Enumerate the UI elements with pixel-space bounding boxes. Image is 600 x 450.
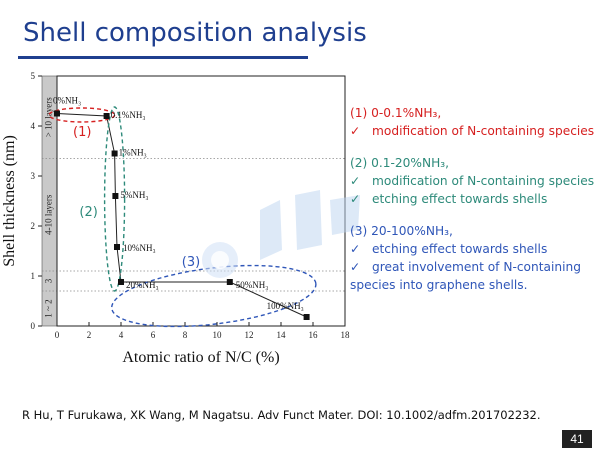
- plot-area: [57, 76, 345, 326]
- citation: R Hu, T Furukawa, XK Wang, M Nagatsu. Ad…: [22, 408, 541, 422]
- note-2-bullet-2: ✓ etching effect towards shells: [350, 190, 600, 208]
- notes-panel: (1) 0-0.1%NH₃, ✓ modification of N-contai…: [350, 104, 600, 308]
- x-tick-label: 16: [309, 330, 319, 340]
- note-1-bullet-1: ✓ modification of N-containing species: [350, 122, 600, 140]
- point-label: 50%NH₃: [236, 280, 269, 290]
- region-label: 4-10 layers: [44, 194, 54, 235]
- point-label: 0.1%NH₃: [111, 110, 146, 120]
- y-axis-title: Shell thickness (nm): [1, 135, 18, 267]
- data-point: [112, 193, 119, 199]
- y-tick-label: 1: [31, 271, 36, 281]
- x-tick-label: 14: [277, 330, 287, 340]
- check-icon: ✓: [350, 124, 361, 138]
- series-line: [56, 113, 307, 318]
- point-label: 5%NH₃: [120, 190, 148, 200]
- note-1-heading: (1) 0-0.1%NH₃,: [350, 106, 442, 120]
- shell-thickness-chart: 1 ~ 2 3 4-10 layers > 10 layers 0 2 4 6 8 10 12 14 1…: [0, 68, 355, 368]
- data-point: [54, 110, 60, 117]
- note-3-bullet-2: ✓ great involvement of N-containing speci…: [350, 258, 600, 294]
- note-3-bullet-2-text: great involvement of N-containing specie…: [350, 260, 581, 292]
- data-point: [103, 113, 110, 119]
- note-2-heading: (2) 0.1-20%NH₃,: [350, 156, 450, 170]
- group-1-label: (1): [73, 125, 91, 140]
- check-icon: ✓: [350, 260, 361, 274]
- page-number: 41: [562, 430, 592, 448]
- data-point: [226, 279, 233, 285]
- point-label: 20%NH₃: [126, 280, 159, 290]
- data-point: [114, 244, 120, 250]
- check-icon: ✓: [350, 242, 361, 256]
- check-icon: ✓: [350, 174, 361, 188]
- group-3-label: (3): [182, 255, 200, 270]
- y-tick-label: 5: [31, 71, 36, 81]
- x-tick-label: 12: [245, 330, 254, 340]
- group-2-ellipse: [103, 106, 126, 292]
- point-label: 100%NH₃: [267, 301, 304, 311]
- point-label: 0%NH₃: [53, 96, 81, 106]
- region-label: > 10 layers: [44, 97, 54, 138]
- point-label: 10%NH₃: [123, 243, 156, 253]
- x-axis-title: Atomic ratio of N/C (%): [122, 349, 279, 366]
- y-tick-label: 3: [31, 171, 36, 181]
- x-tick-label: 0: [55, 330, 60, 340]
- note-1-bullet-1-text: modification of N-containing species: [372, 124, 595, 138]
- y-tick-label: 2: [31, 221, 36, 231]
- note-2-bullet-1-text: modification of N-containing species: [372, 174, 595, 188]
- note-3-heading: (3) 20-100%NH₃,: [350, 224, 453, 238]
- check-icon: ✓: [350, 192, 361, 206]
- y-tick-label: 4: [31, 121, 36, 131]
- x-tick-label: 8: [183, 330, 188, 340]
- note-group-2: (2) 0.1-20%NH₃, ✓ modification of N-conta…: [350, 154, 600, 208]
- x-tick-label: 10: [213, 330, 223, 340]
- group-1-ellipse: [48, 107, 116, 123]
- region-label: 1 ~ 2: [44, 299, 54, 317]
- x-tick-label: 6: [151, 330, 156, 340]
- x-tick-label: 2: [87, 330, 92, 340]
- region-label: 3: [44, 278, 54, 283]
- note-group-3: (3) 20-100%NH₃, ✓ etching effect towards …: [350, 222, 600, 294]
- group-3-ellipse: [111, 264, 317, 328]
- group-2-label: (2): [79, 205, 97, 220]
- x-tick-label: 18: [341, 330, 351, 340]
- note-2-bullet-1: ✓ modification of N-containing species: [350, 172, 600, 190]
- point-label: 1%NH₃: [119, 148, 147, 158]
- title-underline: [18, 56, 308, 59]
- note-3-bullet-1-text: etching effect towards shells: [372, 242, 548, 256]
- data-point: [303, 314, 310, 320]
- x-tick-label: 4: [119, 330, 124, 340]
- y-tick-label: 0: [31, 321, 36, 331]
- note-group-1: (1) 0-0.1%NH₃, ✓ modification of N-contai…: [350, 104, 600, 140]
- note-2-bullet-2-text: etching effect towards shells: [372, 192, 548, 206]
- data-point: [118, 279, 124, 285]
- slide-title: Shell composition analysis: [23, 18, 367, 48]
- data-point: [111, 150, 118, 157]
- note-3-bullet-1: ✓ etching effect towards shells: [350, 240, 600, 258]
